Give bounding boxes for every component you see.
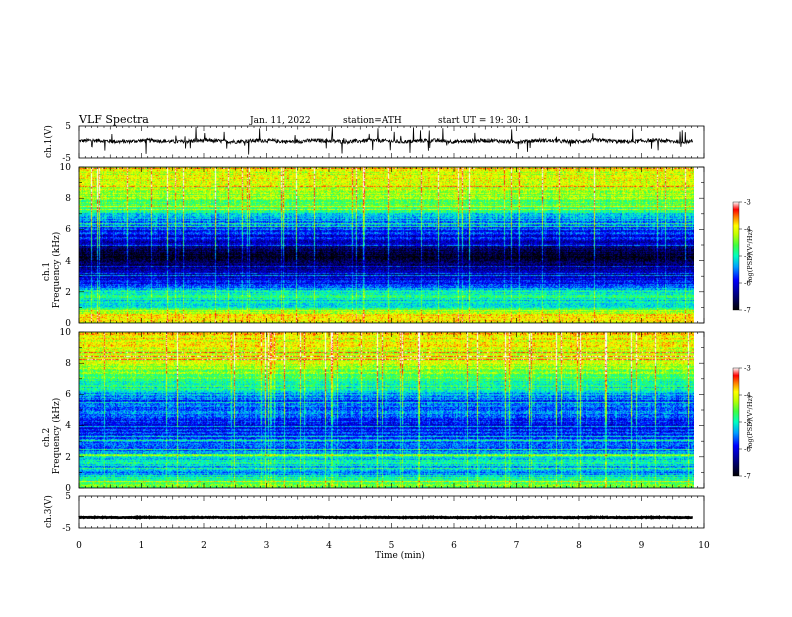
ch3-waveform-panel: 5 -5 ch.3(V) (43, 492, 705, 534)
ch1-freq-tick-0: 0 (65, 319, 71, 329)
colorbar-tick-label: -3 (744, 365, 751, 373)
ch1-freq-tick-10: 10 (60, 163, 72, 173)
ch1-ytick-bottom: -5 (62, 154, 71, 164)
ch3-ylabel: ch.3(V) (43, 495, 54, 528)
ch1-ytick-top: 5 (65, 122, 71, 132)
ch1-colorbar-ticks: -3 -4 -5 -6 -7 (739, 199, 751, 315)
ch2-freq-tick-4: 4 (65, 421, 71, 431)
colorbar-tick-label: -6 (744, 280, 751, 288)
ch3-waveform-line (78, 514, 693, 520)
time-tick-label: 1 (139, 541, 145, 551)
panel-tick-marks (78, 126, 705, 528)
ch1-colorbar (732, 201, 740, 311)
ch1-spectrogram-panel: 0 2 4 6 8 10 ch.1 Frequency (kHz) -3 -4 -5… (42, 163, 754, 329)
colorbar-tick-label: -6 (744, 446, 751, 454)
colorbar-tick-label: -4 (744, 392, 751, 400)
ch2-spectrogram-ylabel-frequency: Frequency (kHz) (51, 398, 62, 475)
ch1-freq-tick-2: 2 (65, 288, 71, 298)
ch2-freq-tick-8: 8 (65, 359, 71, 369)
start-time-label: start UT = 19: 30: 1 (438, 116, 530, 126)
ch1-colorbar-label: log(PSD)(V²/Hz) (746, 229, 754, 282)
time-tick-label: 2 (201, 541, 207, 551)
ch1-spectrogram-ylabel-frequency: Frequency (kHz) (51, 232, 62, 309)
colorbar-tick-label: -7 (744, 307, 751, 315)
ch3-ytick-top: 5 (65, 492, 71, 502)
ch2-freq-tick-0: 0 (65, 484, 71, 494)
chart-title: VLF Spectra (78, 113, 149, 126)
ch2-spectrogram-ylabel: ch.2 Frequency (kHz) (42, 398, 62, 475)
time-tick-label: 3 (264, 541, 270, 551)
ch1-waveform-panel: 5 -5 ch.1(V) (43, 122, 705, 164)
ch3-ytick-bottom: -5 (62, 524, 71, 534)
ch2-colorbar-ticks: -3 -4 -5 -6 -7 (739, 365, 751, 481)
ch1-freq-tick-8: 8 (65, 194, 71, 204)
time-axis-label: Time (min) (375, 550, 425, 561)
ch2-freq-tick-10: 10 (60, 328, 72, 338)
ch2-spectrogram-image (79, 332, 694, 488)
time-tick-label: 9 (639, 541, 645, 551)
colorbar-tick-label: -7 (744, 473, 751, 481)
time-tick-label: 5 (389, 541, 395, 551)
time-tick-label: 4 (326, 541, 332, 551)
colorbar-tick-label: -4 (744, 226, 751, 234)
ch1-spectrogram-image (79, 167, 694, 323)
ch2-colorbar-label: log(PSD)(V²/Hz) (746, 395, 754, 448)
date-label: Jan. 11, 2022 (249, 116, 311, 126)
time-tick-label: 10 (698, 541, 710, 551)
time-tick-label: 6 (451, 541, 457, 551)
colorbar-tick-label: -3 (744, 199, 751, 207)
ch2-spectrogram-panel: 0 2 4 6 8 10 ch.2 Frequency (kHz) -3 -4 -5… (42, 328, 754, 494)
ch1-spectrogram-ylabel-channel: ch.1 (42, 262, 52, 281)
ch2-colorbar (732, 367, 740, 477)
ch1-waveform-line (78, 127, 694, 155)
ch2-spectrogram-ylabel-channel: ch.2 (42, 428, 52, 447)
ch1-freq-tick-4: 4 (65, 257, 71, 267)
ch1-freq-tick-6: 6 (65, 225, 71, 235)
ch1-ylabel: ch.1(V) (43, 125, 54, 158)
ch2-freq-tick-6: 6 (65, 390, 71, 400)
time-tick-label: 8 (576, 541, 582, 551)
time-tick-label: 0 (76, 541, 82, 551)
colorbar-tick-label: -5 (744, 419, 751, 427)
colorbar-tick-label: -5 (744, 253, 751, 261)
time-tick-label: 7 (514, 541, 520, 551)
station-label: station=ATH (343, 116, 402, 126)
ch2-freq-tick-2: 2 (65, 453, 71, 463)
time-axis-ticks: 0 1 2 3 4 5 6 7 8 9 10 (76, 541, 710, 551)
ch1-spectrogram-ylabel: ch.1 Frequency (kHz) (42, 232, 62, 309)
